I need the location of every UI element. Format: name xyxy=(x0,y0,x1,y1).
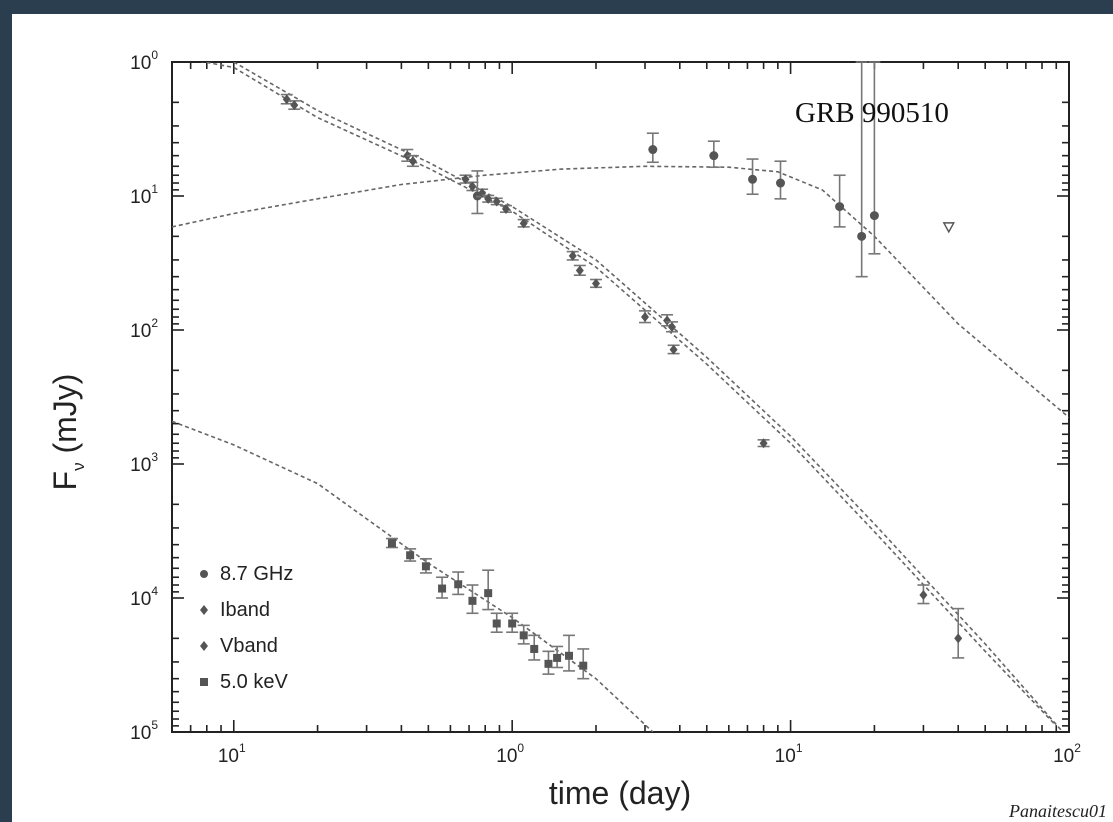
model-curve-3 xyxy=(172,165,1069,419)
point-vband xyxy=(954,633,963,644)
point-vband xyxy=(290,100,299,111)
upper-limit-8-7-ghz xyxy=(942,222,955,234)
x-tick-exp: 1 xyxy=(239,741,246,755)
point-5-0-kev xyxy=(579,661,588,670)
point-vband xyxy=(575,265,584,276)
legend-marker-5-0-kev xyxy=(200,678,208,686)
credit: Panaitescu01 xyxy=(1009,801,1107,821)
point-iband xyxy=(759,438,768,449)
y-axis-label-rest: (mJy) xyxy=(47,374,83,463)
x-axis-label: time (day) xyxy=(549,775,691,811)
x-tick-label: 101 xyxy=(218,741,246,767)
legend-marker-iband xyxy=(200,605,208,615)
point-5-0-kev xyxy=(438,584,447,593)
x-tick-exp: 0 xyxy=(517,741,524,755)
point-iband xyxy=(282,94,291,105)
point-5-0-kev xyxy=(406,551,415,560)
point-vband xyxy=(468,181,477,192)
y-axis-label-sub: ν xyxy=(69,462,88,471)
legend-marker-8-7-ghz xyxy=(200,570,208,578)
y-tick-exp: 2 xyxy=(151,316,158,330)
point-8-7-ghz xyxy=(709,151,719,161)
y-tick-exp: 0 xyxy=(151,48,158,62)
point-5-0-kev xyxy=(468,596,477,605)
legend-label-8-7-ghz: 8.7 GHz xyxy=(220,563,293,585)
point-5-0-kev xyxy=(508,619,517,628)
y-tick-label: 102 xyxy=(130,316,158,342)
point-8-7-ghz xyxy=(835,202,845,212)
y-tick-base: 10 xyxy=(130,187,151,208)
point-5-0-kev xyxy=(530,644,539,653)
point-iband xyxy=(919,590,928,601)
legend: 8.7 GHz Iband Vband 5.0 keV xyxy=(200,563,293,693)
x-tick-base: 10 xyxy=(218,746,239,767)
y-tick-label: 105 xyxy=(130,718,158,744)
x-tick-base: 10 xyxy=(775,746,796,767)
y-tick-label: 101 xyxy=(130,182,158,208)
chart-title: GRB 990510 xyxy=(795,97,949,129)
point-5-0-kev xyxy=(421,562,430,571)
y-tick-base: 10 xyxy=(130,589,151,610)
y-tick-exp: 1 xyxy=(151,182,158,196)
legend-label-iband: Iband xyxy=(220,599,270,621)
point-5-0-kev xyxy=(553,653,562,662)
x-tick-label: 100 xyxy=(496,741,524,767)
point-iband xyxy=(669,344,678,355)
x-tick-base: 10 xyxy=(496,746,517,767)
y-tick-label: 104 xyxy=(130,584,158,610)
point-iband xyxy=(568,250,577,261)
x-tick-base: 10 xyxy=(1053,746,1074,767)
point-vband xyxy=(667,322,676,333)
y-tick-base: 10 xyxy=(130,53,151,74)
point-8-7-ghz xyxy=(857,231,867,241)
legend-label-5-0-kev: 5.0 keV xyxy=(220,671,288,693)
point-5-0-kev xyxy=(544,659,553,668)
y-axis-label-main: F xyxy=(47,471,83,491)
point-iband xyxy=(492,196,501,207)
legend-label-vband: Vband xyxy=(220,635,278,657)
plot-frame xyxy=(171,61,1070,733)
point-8-7-ghz xyxy=(776,178,786,188)
point-5-0-kev xyxy=(484,589,493,598)
y-tick-label: 103 xyxy=(130,450,158,476)
x-tick-label: 101 xyxy=(775,741,803,767)
y-tick-exp: 3 xyxy=(151,450,158,464)
model-curves xyxy=(172,62,1069,732)
point-vband xyxy=(591,278,600,289)
x-tick-label: 102 xyxy=(1053,741,1081,767)
y-tick-base: 10 xyxy=(130,723,151,744)
point-5-0-kev xyxy=(454,580,463,589)
y-tick-label: 100 xyxy=(130,48,158,74)
y-tick-exp: 4 xyxy=(151,584,158,598)
point-8-7-ghz xyxy=(869,211,879,221)
point-5-0-kev xyxy=(565,651,574,660)
point-iband xyxy=(519,218,528,229)
point-5-0-kev xyxy=(492,619,501,628)
legend-marker-vband xyxy=(200,641,208,651)
y-tick-exp: 5 xyxy=(151,718,158,732)
point-8-7-ghz xyxy=(648,145,658,155)
model-curve-2 xyxy=(229,62,1064,732)
point-5-0-kev xyxy=(387,539,396,548)
y-tick-base: 10 xyxy=(130,321,151,342)
x-tick-exp: 2 xyxy=(1074,741,1081,755)
y-axis-label: Fν (mJy) xyxy=(47,374,88,491)
y-tick-base: 10 xyxy=(130,455,151,476)
point-iband xyxy=(641,312,650,323)
model-curve-1 xyxy=(200,62,1057,727)
point-vband xyxy=(484,193,493,204)
point-5-0-kev xyxy=(519,631,528,640)
point-vband xyxy=(501,203,510,214)
x-tick-exp: 1 xyxy=(796,741,803,755)
point-vband xyxy=(663,315,672,326)
point-8-7-ghz xyxy=(748,174,758,184)
slide: 101 100 101 102 100 101 102 103 104 105 GRB 99051… xyxy=(12,14,1113,822)
point-vband xyxy=(408,156,417,167)
